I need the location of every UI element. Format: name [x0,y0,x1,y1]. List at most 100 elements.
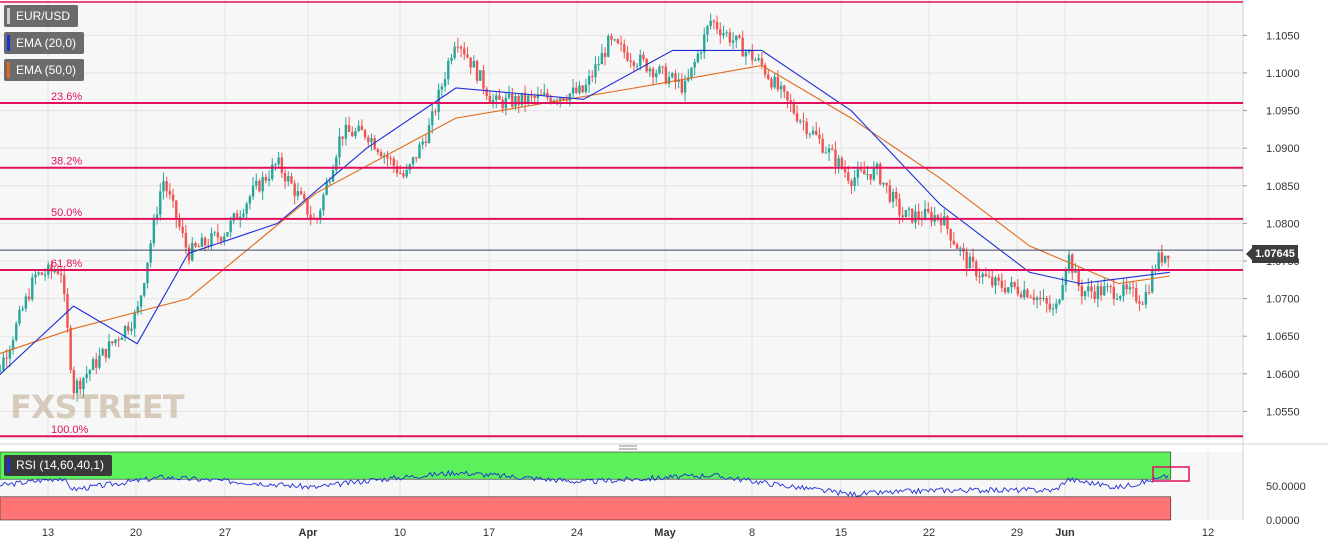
candle-body [325,181,328,195]
candle-body [981,273,984,278]
candle-body [242,213,245,217]
candle-body [370,138,373,143]
candle-body [1045,297,1048,304]
candle-body [792,103,796,114]
candle-body [194,242,197,247]
candle-body [485,88,488,97]
candle-body [1125,284,1128,290]
candle-body [568,93,572,101]
grid-lines [0,0,1328,520]
x-tick-label: 12 [1202,527,1214,539]
candle-body [354,130,357,137]
candle-body [386,155,389,159]
rsi-overbought-zone [0,451,1172,480]
candle-body [1167,255,1170,259]
ema50-legend: EMA (50,0) [4,59,85,81]
candle-body [987,276,991,278]
candle-body [1099,286,1103,296]
y-tick-label: 1.1000 [1266,68,1300,80]
candle-body [930,211,933,222]
candle-body [389,158,392,160]
candle-body [181,226,184,233]
candle-body [975,261,978,277]
candle-body [754,59,757,61]
candle-body [517,96,520,105]
candle-body [773,76,776,88]
candle-body [536,94,540,98]
candle-body [293,183,296,197]
watermark-logo: FXSTREET [10,388,185,426]
y-tick-label: 1.0550 [1266,406,1300,418]
candle-body [847,172,850,181]
candle-body [1138,301,1141,304]
candle-body [127,325,130,331]
candle-body [1160,252,1164,263]
x-tick-label: 13 [42,527,54,539]
candle-body [821,138,824,153]
candle-body [671,73,674,78]
candle-body [136,306,140,313]
candle-body [658,66,661,74]
candle-body [165,181,168,192]
candle-body [907,208,911,211]
candle-body [991,277,994,286]
candle-body [901,215,904,218]
rsi-swatch [7,458,10,473]
candle-body [674,73,677,82]
candle-body [482,70,485,89]
candle-body [767,74,770,79]
candle-body [885,182,888,186]
candle-body [687,77,690,81]
candle-body [213,232,216,234]
candle-body [872,167,876,180]
y-tick-label: 1.0950 [1266,106,1300,118]
candle-body [264,176,268,181]
candle-body [587,76,591,85]
rsi-oversold-zone [0,496,1172,521]
candle-body [1035,297,1039,301]
candle-body [18,309,21,324]
candle-body [610,36,613,40]
candle-body [539,94,543,96]
candle-body [607,36,610,57]
candle-body [898,198,901,216]
candle-body [331,170,335,182]
candle-body [91,359,95,371]
candle-body [379,152,383,157]
candle-body [418,144,421,159]
candle-body [760,58,764,65]
x-tick-label: May [654,527,676,539]
candle-body [456,46,460,48]
candle-body [562,97,565,101]
candle-body [434,111,437,113]
candle-body [939,218,943,226]
ema50-line [0,64,1170,355]
candle-body [459,47,463,49]
candle-body [402,173,405,177]
candle-body [783,85,786,92]
candle-body [808,133,812,135]
candle-body [53,271,56,273]
candle-body [431,111,434,126]
candle-body [501,99,504,109]
candle-body [584,84,588,93]
candle-body [367,137,370,143]
candle-body [959,248,962,250]
candle-body [799,120,802,122]
candle-body [706,26,709,35]
candle-body [1055,303,1058,309]
candle-body [139,295,143,307]
candle-body [879,163,882,185]
rsi-legend-text: RSI (14,60,40,1) [16,458,105,472]
candle-body [146,262,149,284]
candle-body [1067,254,1071,269]
candle-body [744,51,748,57]
candle-body [923,208,927,220]
candle-body [965,251,968,269]
candlestick-series [0,13,1170,402]
rsi-legend: RSI (14,60,40,1) [4,455,113,476]
candle-body [290,176,293,184]
candle-body [411,157,415,165]
candle-body [223,236,226,241]
candle-body [495,95,498,101]
